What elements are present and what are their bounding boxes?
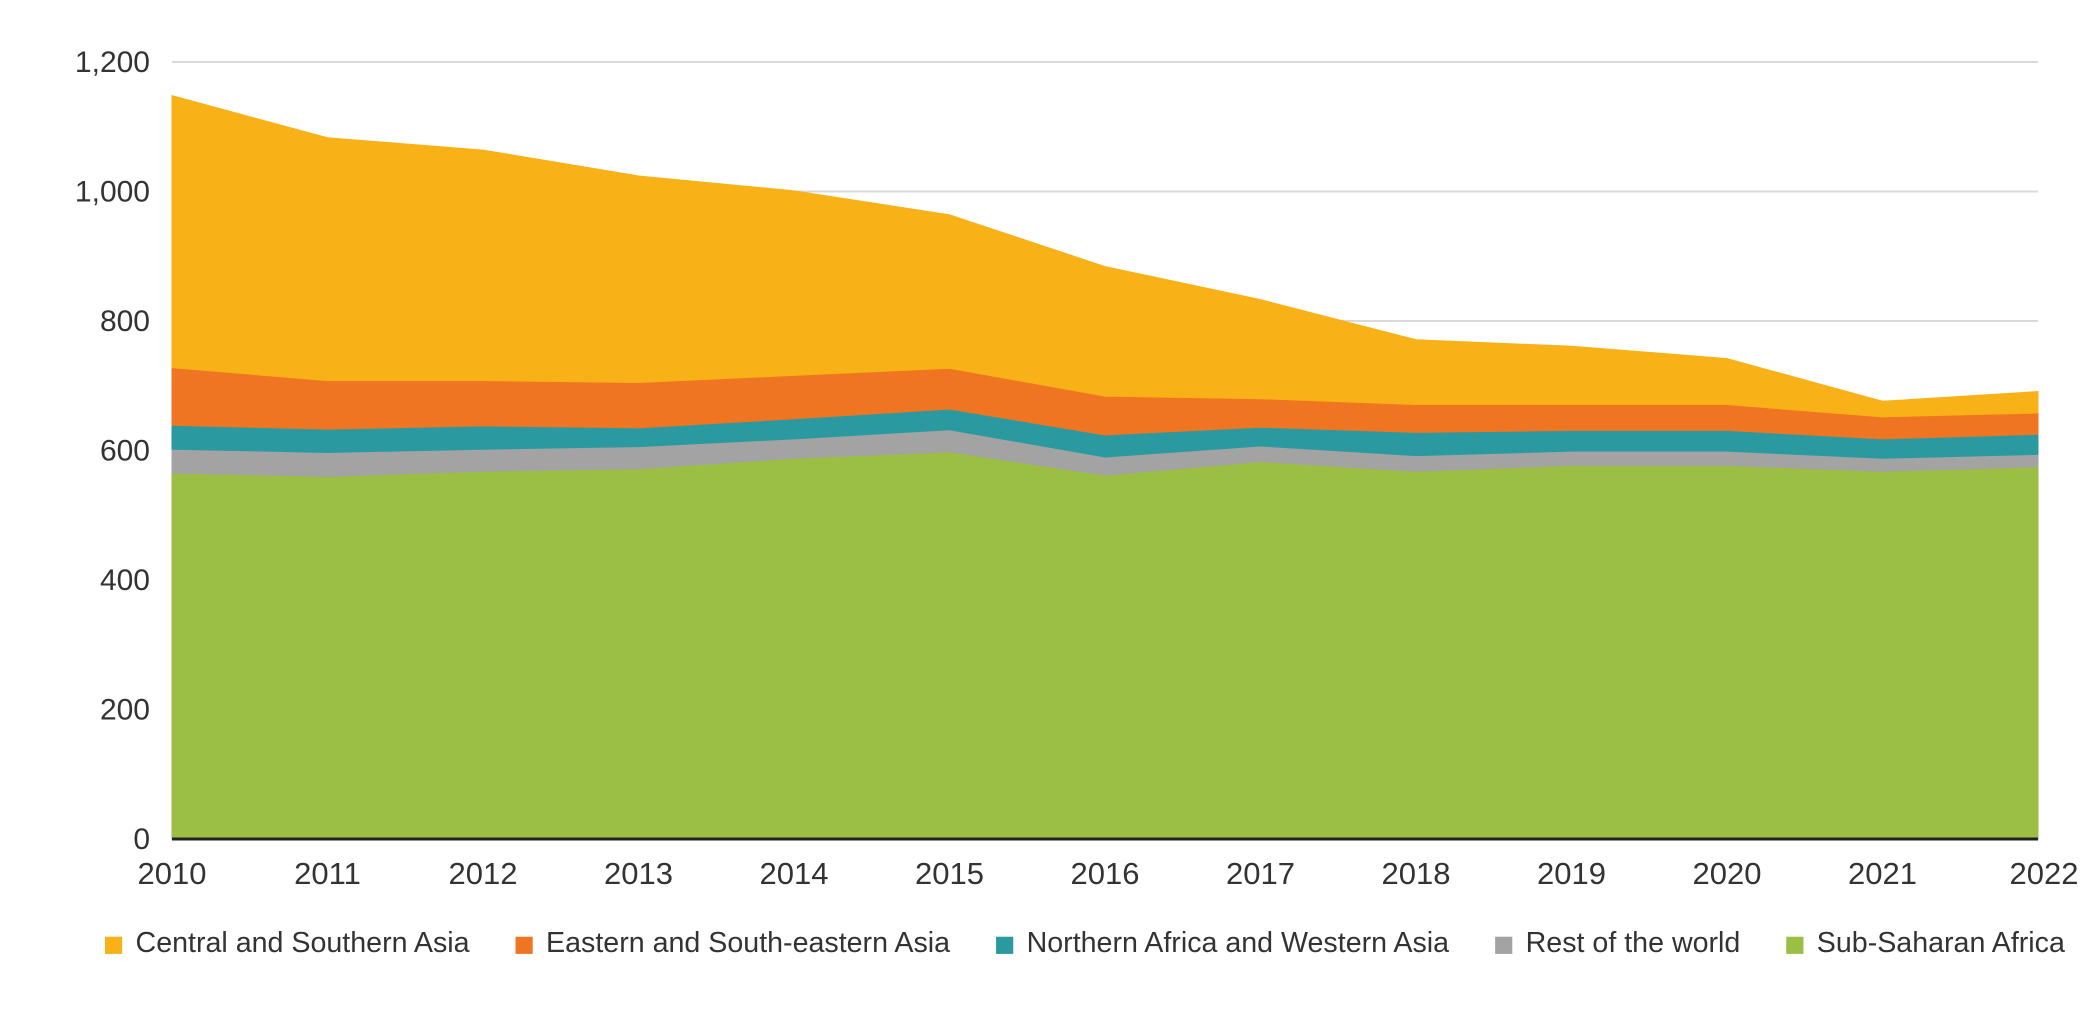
legend-label: Rest of the world — [1526, 927, 1741, 959]
legend-item-eastern-and-south-eastern-asia: Eastern and South-eastern Asia — [515, 927, 950, 959]
legend-item-northern-africa-and-western-asia: Northern Africa and Western Asia — [996, 927, 1449, 959]
x-tick-label: 2020 — [1693, 856, 1762, 891]
y-tick-label: 600 — [100, 435, 150, 468]
area-series-group — [171, 95, 2039, 840]
x-tick-label: 2021 — [1848, 856, 1917, 891]
y-tick-label: 200 — [100, 694, 150, 727]
x-tick-label: 2019 — [1537, 856, 1606, 891]
x-tick-label: 2011 — [294, 856, 361, 891]
y-tick-label: 0 — [133, 823, 150, 856]
x-tick-label: 2014 — [760, 856, 829, 891]
legend: Central and Southern Asia Eastern and Sou… — [105, 927, 2065, 959]
x-tick-label: 2010 — [138, 856, 207, 891]
legend-swatch — [515, 936, 533, 954]
legend-swatch — [105, 936, 123, 954]
x-tick-label: 2012 — [449, 856, 518, 891]
axes: 0 200 400 600 800 1,000 1,200 2010 2011 2012 2013 2… — [75, 46, 2079, 891]
area-series-central-and-southern-asia — [171, 95, 2039, 418]
y-tick-label: 800 — [100, 305, 150, 338]
legend-swatch — [1495, 936, 1513, 954]
legend-item-sub-saharan-africa: Sub-Saharan Africa — [1786, 927, 2065, 959]
x-tick-label: 2015 — [915, 856, 984, 891]
x-tick-label: 2016 — [1071, 856, 1140, 891]
legend-item-rest-of-the-world: Rest of the world — [1495, 927, 1740, 959]
legend-label: Northern Africa and Western Asia — [1027, 927, 1450, 959]
y-tick-label: 1,200 — [75, 46, 150, 79]
legend-label: Central and Southern Asia — [136, 927, 470, 959]
legend-label: Sub-Saharan Africa — [1817, 927, 2065, 959]
x-tick-label: 2013 — [604, 856, 673, 891]
y-tick-label: 400 — [100, 564, 150, 597]
y-tick-label: 1,000 — [75, 176, 150, 209]
x-tick-label: 2018 — [1382, 856, 1451, 891]
legend-swatch — [1786, 936, 1804, 954]
legend-swatch — [996, 936, 1014, 954]
x-tick-label: 2022 — [2010, 856, 2079, 891]
area-series-sub-saharan-africa — [171, 451, 2039, 840]
legend-label: Eastern and South-eastern Asia — [546, 927, 950, 959]
legend-item-central-and-southern-asia: Central and Southern Asia — [105, 927, 470, 959]
x-tick-label: 2017 — [1226, 856, 1295, 891]
